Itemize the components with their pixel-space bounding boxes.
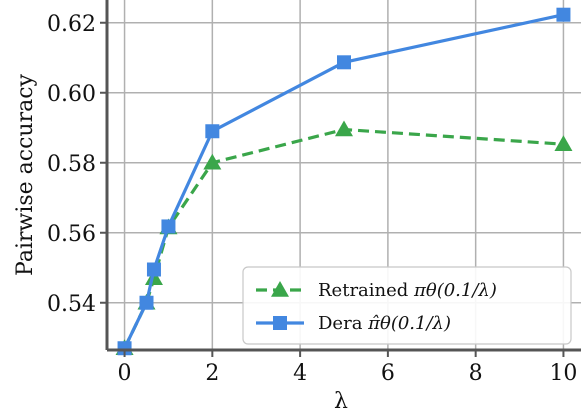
y-axis-label: Pairwise accuracy	[13, 73, 38, 276]
legend: Retrained πθ(0.1/λ) Dera π̂θ(0.1/λ)	[242, 266, 572, 345]
data-point	[271, 281, 289, 297]
y-tick-label: 0.54	[47, 292, 96, 317]
x-tick-label: 0	[118, 361, 132, 386]
data-point	[161, 219, 176, 234]
data-point	[117, 341, 132, 356]
data-point	[335, 120, 353, 137]
x-tick-label: 8	[469, 361, 483, 386]
grid	[107, 0, 581, 350]
data-point	[273, 316, 287, 330]
legend-entry: Dera π̂θ(0.1/λ)	[256, 313, 451, 334]
legend-frame	[242, 266, 572, 345]
data-point	[144, 269, 163, 285]
x-tick-label: 6	[381, 361, 395, 386]
series-dera	[117, 7, 571, 356]
y-tick-label: 0.56	[47, 222, 96, 247]
x-tick-label: 4	[293, 361, 307, 386]
legend-entry: Retrained πθ(0.1/λ)	[256, 280, 497, 301]
data-point	[205, 124, 220, 139]
y-tick-label: 0.58	[47, 152, 96, 177]
data-point	[139, 295, 154, 310]
data-point	[556, 7, 571, 22]
data-point	[146, 262, 161, 277]
legend-label-math: πθ(0.1/λ)	[413, 280, 497, 301]
y-tick-label: 0.62	[47, 12, 96, 37]
legend-label: Retrained πθ(0.1/λ)	[318, 280, 497, 301]
legend-label-prefix: Retrained	[318, 280, 414, 301]
tick-labels: 0 2 4 6 8 10 0.54 0.56 0.58 0.60 0.62	[47, 12, 577, 386]
data-point	[554, 135, 573, 151]
data-point	[203, 153, 222, 170]
x-tick-label: 10	[549, 361, 577, 386]
x-tick-label: 2	[205, 361, 219, 386]
legend-label: Dera π̂θ(0.1/λ)	[318, 313, 451, 334]
legend-label-math: π̂θ(0.1/λ)	[367, 313, 451, 334]
legend-label-prefix: Dera	[318, 313, 368, 334]
data-point	[337, 55, 351, 70]
y-tick-label: 0.60	[47, 82, 96, 107]
axes	[100, 0, 581, 357]
x-axis-label: λ	[334, 389, 348, 414]
